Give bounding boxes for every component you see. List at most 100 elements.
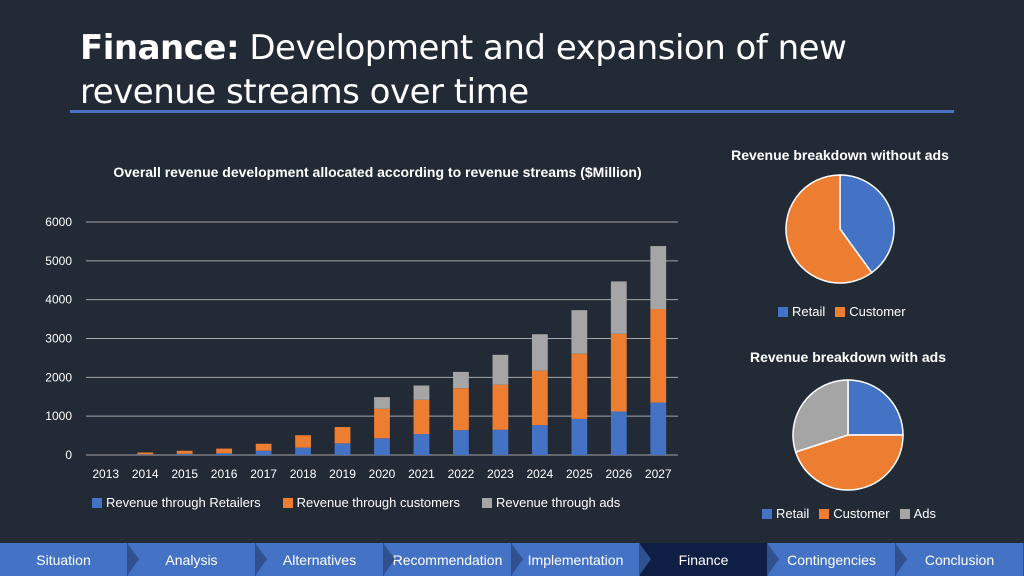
nav-finance[interactable]: Finance (640, 543, 779, 576)
legend-swatch (899, 508, 910, 519)
legend-label: Retail (792, 304, 826, 319)
bar-chart-legend: Revenue through Retailers Revenue throug… (92, 495, 620, 510)
nav-implementation[interactable]: Implementation (512, 543, 651, 576)
pie1-legend: Retail Customer (778, 304, 906, 319)
legend-swatch (835, 306, 846, 317)
bar-1-2022 (453, 388, 469, 431)
legend-retailers: Revenue through Retailers (92, 495, 261, 510)
bar-2-2026 (610, 281, 627, 334)
legend-label: Retail (776, 506, 810, 521)
y-tick-label: 4000 (45, 293, 72, 307)
nav-conclusion[interactable]: Conclusion (896, 543, 1024, 576)
legend-swatch (92, 497, 102, 508)
legend-swatch (762, 508, 772, 519)
bar-0-2016 (216, 453, 233, 455)
nav-recommendation[interactable]: Recommendation (384, 543, 523, 576)
legend-ads: Revenue through ads (481, 495, 621, 510)
x-tick-label: 2020 (369, 467, 396, 481)
x-tick-label: 2013 (92, 467, 119, 481)
x-tick-label: 2015 (171, 467, 198, 481)
x-tick-label: 2023 (487, 467, 514, 481)
x-tick-label: 2022 (448, 467, 475, 481)
bar-1-2021 (413, 399, 430, 435)
legend-label: Revenue through customers (296, 495, 460, 510)
x-tick-label: 2017 (250, 467, 277, 481)
nav-situation[interactable]: Situation (0, 543, 139, 576)
bar-2-2021 (413, 385, 430, 400)
legend-swatch (778, 306, 788, 317)
bar-1-2016 (216, 448, 233, 454)
bar-2-2022 (453, 371, 469, 389)
x-tick-label: 2021 (408, 467, 435, 481)
pie2-legend-ads: Ads (899, 506, 936, 521)
bar-1-2024 (531, 370, 548, 426)
bar-0-2019 (334, 443, 351, 455)
x-tick-label: 2027 (645, 467, 672, 481)
pie1-slice-retail (839, 174, 895, 274)
x-tick-label: 2026 (605, 467, 632, 481)
nav-alternatives[interactable]: Alternatives (256, 543, 395, 576)
section-nav: Situation Analysis Alternatives Recommen… (0, 543, 1024, 576)
pie2-slice-ads (792, 379, 849, 453)
bar-2-2020 (374, 397, 390, 409)
bar-1-2018 (295, 435, 311, 448)
y-tick-label: 6000 (45, 215, 72, 229)
pie1-legend-retail: Retail (778, 304, 825, 319)
pie2-legend-customer: Customer (819, 506, 890, 521)
x-tick-label: 2018 (290, 467, 317, 481)
bar-0-2023 (492, 429, 509, 455)
bar-0-2018 (295, 447, 311, 455)
bar-0-2022 (453, 430, 469, 455)
bar-0-2021 (413, 434, 430, 455)
bar-1-2025 (571, 353, 588, 419)
title-underline (70, 110, 954, 113)
bar-0-2027 (650, 402, 667, 455)
x-tick-label: 2024 (527, 467, 554, 481)
bar-1-2026 (610, 333, 627, 412)
bar-0-2015 (176, 453, 193, 455)
pie2-legend: Retail Customer Ads (762, 506, 936, 521)
legend-swatch (481, 497, 492, 508)
bar-1-2020 (374, 408, 390, 439)
bar-2-2024 (531, 334, 548, 371)
y-tick-label: 2000 (45, 370, 72, 384)
y-tick-label: 1000 (45, 409, 72, 423)
bar-1-2014 (137, 452, 154, 455)
bar-1-2015 (176, 450, 193, 454)
title-bold: Finance: (80, 28, 240, 68)
pie1-title: Revenue breakdown without ads (731, 147, 949, 163)
legend-label: Customer (849, 304, 906, 319)
bar-chart-title: Overall revenue development allocated ac… (113, 164, 642, 180)
bar-0-2024 (531, 425, 548, 455)
legend-swatch (282, 497, 293, 508)
bar-1-2017 (255, 443, 272, 451)
nav-contingencies[interactable]: Contingencies (768, 543, 907, 576)
pie2-legend-retail: Retail (762, 506, 809, 521)
y-tick-label: 3000 (45, 332, 72, 346)
nav-analysis[interactable]: Analysis (128, 543, 267, 576)
bar-0-2014 (137, 454, 154, 455)
pie2-slice-retail (847, 379, 904, 436)
bar-0-2017 (255, 450, 272, 455)
bar-1-2027 (650, 308, 667, 403)
x-tick-label: 2019 (329, 467, 356, 481)
pie1-legend-customer: Customer (835, 304, 906, 319)
x-tick-label: 2014 (132, 467, 159, 481)
legend-customers: Revenue through customers (282, 495, 460, 510)
bar-2-2025 (571, 310, 588, 354)
pie2-title: Revenue breakdown with ads (749, 349, 947, 365)
bar-2-2023 (492, 354, 509, 385)
bar-1-2023 (492, 384, 509, 430)
y-tick-label: 5000 (45, 254, 72, 268)
y-tick-label: 0 (65, 448, 72, 462)
legend-label: Revenue through ads (495, 495, 621, 510)
page-title: Finance: Development and expansion of ne… (80, 26, 960, 114)
pie2-slice-customer (794, 434, 904, 491)
bar-0-2026 (610, 411, 627, 455)
bar-2-2027 (650, 246, 667, 309)
bar-0-2020 (374, 438, 390, 455)
pie1-slice-customer (785, 174, 873, 284)
legend-label: Revenue through Retailers (106, 495, 261, 510)
x-tick-label: 2025 (566, 467, 593, 481)
